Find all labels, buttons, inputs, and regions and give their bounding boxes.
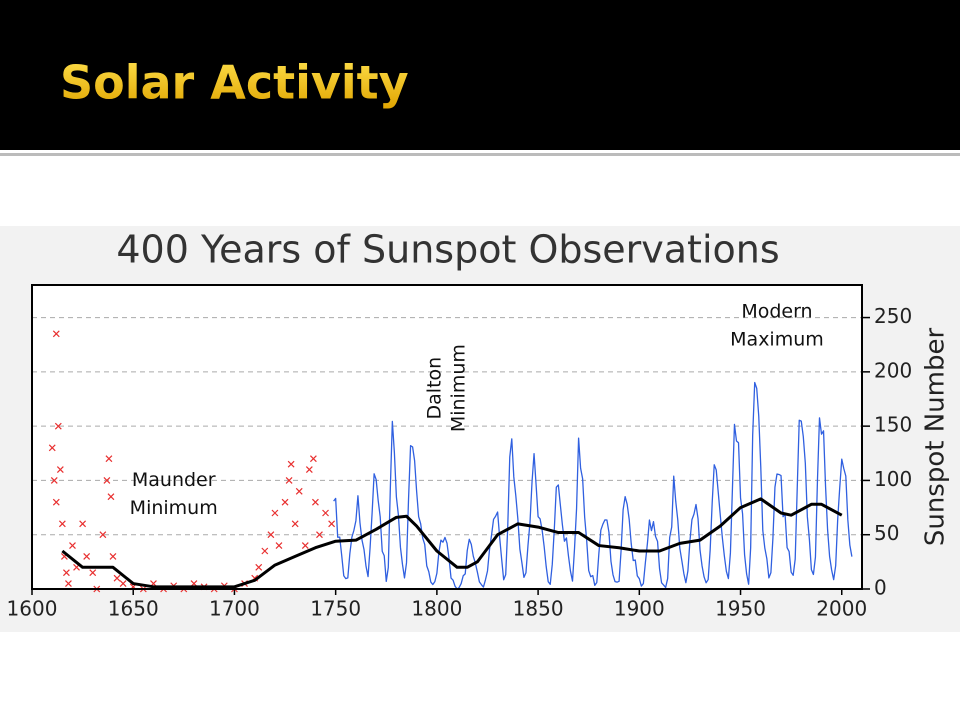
marker — [255, 563, 263, 571]
y-tick-label: 150 — [874, 413, 912, 437]
annotation: Minimum — [130, 497, 218, 519]
marker — [52, 330, 60, 338]
marker — [301, 542, 309, 549]
header-bar — [0, 0, 960, 150]
marker — [119, 580, 127, 587]
chart-title: 400 Years of Sunspot Observations — [116, 228, 779, 272]
marker — [281, 498, 289, 506]
marker — [89, 569, 97, 577]
x-tick-label: 1650 — [108, 597, 159, 621]
marker — [271, 509, 279, 517]
marker — [107, 493, 115, 501]
annotation: Maunder — [132, 469, 216, 491]
y-tick-label: 200 — [874, 358, 912, 382]
marker — [328, 520, 336, 528]
marker — [109, 553, 117, 560]
marker — [305, 466, 313, 473]
marker — [295, 487, 303, 495]
marker — [275, 542, 283, 549]
marker — [56, 466, 64, 473]
x-tick-label: 1900 — [614, 597, 665, 621]
marker — [65, 580, 72, 587]
y-tick-label: 250 — [874, 304, 912, 328]
series-line — [333, 381, 853, 590]
x-tick-label: 1700 — [209, 597, 260, 621]
marker — [99, 531, 107, 539]
x-tick-label: 1600 — [7, 597, 58, 621]
marker — [103, 477, 111, 484]
marker — [62, 569, 70, 577]
x-tick-label: 1950 — [715, 597, 766, 621]
marker — [311, 498, 319, 506]
marker — [113, 574, 121, 582]
marker — [322, 509, 329, 517]
marker — [309, 455, 317, 463]
slide-title: Solar Activity — [60, 56, 409, 110]
annotation: Dalton — [424, 357, 446, 420]
plot-frame — [31, 284, 863, 590]
annotation: Maximum — [730, 329, 824, 351]
marker — [58, 520, 66, 528]
x-tick-label: 1850 — [513, 597, 564, 621]
header-rule — [0, 153, 960, 156]
x-tick-label: 1800 — [411, 597, 462, 621]
marker — [48, 444, 56, 452]
marker — [316, 531, 323, 539]
marker — [261, 547, 269, 555]
annotation: Modern — [741, 301, 812, 323]
marker — [54, 422, 62, 430]
marker — [105, 455, 113, 463]
y-axis-label: Sunspot Number — [921, 328, 951, 547]
x-tick-label: 1750 — [310, 597, 361, 621]
y-tick-label: 100 — [874, 467, 912, 491]
marker — [285, 477, 293, 484]
marker — [267, 531, 275, 539]
annotation: Minimum — [448, 344, 470, 432]
series-line — [61, 497, 843, 589]
marker — [83, 553, 91, 560]
y-tick-label: 50 — [874, 521, 899, 545]
x-tick-label: 2000 — [816, 597, 867, 621]
marker — [50, 477, 58, 484]
marker — [287, 460, 295, 468]
marker — [79, 520, 87, 528]
marker — [291, 520, 299, 528]
plot-area — [32, 285, 862, 589]
marker — [52, 498, 60, 506]
marker — [69, 542, 76, 549]
y-tick-label: 0 — [874, 576, 887, 600]
